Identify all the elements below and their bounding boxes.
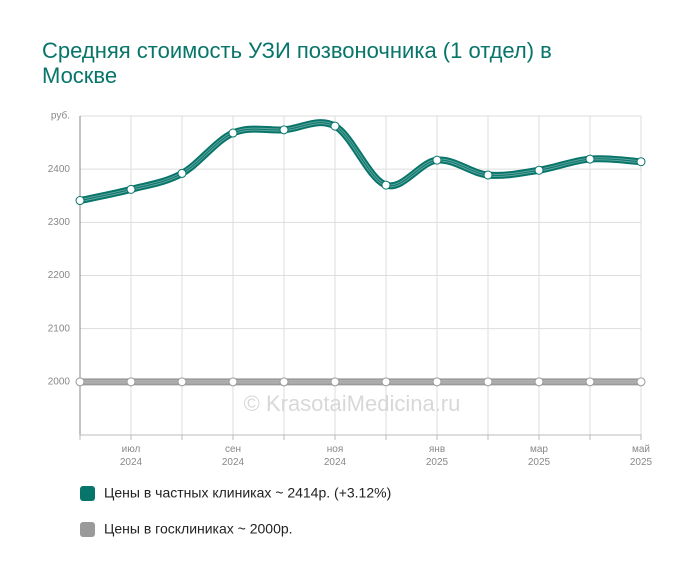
x-tick-label-line: 2024 — [324, 457, 347, 468]
x-tick-label-line: 2025 — [426, 457, 449, 468]
chart-title: Средняя стоимость УЗИ позвоночника (1 от… — [42, 38, 552, 88]
point — [585, 377, 595, 387]
y-tick-label: 2000 — [48, 376, 71, 387]
y-tick-label: руб. — [51, 110, 70, 122]
x-tick-label-line: 2024 — [120, 457, 143, 468]
x-tick-label-line: янв — [429, 444, 445, 455]
point — [483, 377, 493, 387]
watermark: © KrasotaiMedicina.ru — [244, 391, 461, 416]
x-tick-label: янв 2025 — [426, 444, 449, 468]
point — [432, 377, 442, 387]
point — [381, 377, 391, 387]
x-tick-label: мар 2025 — [528, 444, 551, 468]
x-tick-label-line: сен — [225, 444, 241, 455]
point — [636, 377, 646, 387]
x-tick-label-line: ноя — [327, 444, 344, 455]
point — [228, 128, 238, 138]
point — [534, 377, 544, 387]
x-tick-label-line: май — [632, 444, 650, 455]
point — [330, 121, 340, 131]
y-tick-label: 2200 — [48, 270, 71, 281]
legend-swatch — [80, 522, 95, 537]
y-tick-label: 2300 — [48, 217, 71, 228]
point — [177, 168, 187, 178]
x-tick-label-line: 2025 — [528, 457, 551, 468]
point — [75, 377, 85, 387]
point — [432, 155, 442, 165]
point — [75, 196, 85, 206]
point — [381, 180, 391, 190]
legend-label: Цены в госклиниках ~ 2000р. — [104, 521, 293, 537]
x-tick-label: сен 2024 — [222, 444, 245, 468]
point — [636, 157, 646, 167]
point — [585, 154, 595, 164]
series-line — [79, 119, 642, 204]
point — [330, 377, 340, 387]
legend-label: Цены в частных клиниках ~ 2414р. (+3.12%… — [104, 485, 391, 501]
point — [126, 184, 136, 194]
point — [534, 165, 544, 175]
point — [279, 125, 289, 135]
y-tick-label: 2100 — [48, 323, 71, 334]
point — [279, 377, 289, 387]
x-tick-label: май 2025 — [630, 444, 653, 468]
y-tick-label: 2400 — [48, 164, 71, 175]
x-tick-label-line: июл — [122, 444, 141, 455]
point — [177, 377, 187, 387]
legend-swatch — [80, 486, 95, 501]
x-tick-label-line: 2024 — [222, 457, 245, 468]
point — [483, 170, 493, 180]
x-tick-label-line: мар — [530, 444, 548, 455]
x-tick-label: июл 2024 — [120, 444, 143, 468]
point — [228, 377, 238, 387]
x-tick-label-line: 2025 — [630, 457, 653, 468]
x-tick-label: ноя 2024 — [324, 444, 347, 468]
point — [126, 377, 136, 387]
